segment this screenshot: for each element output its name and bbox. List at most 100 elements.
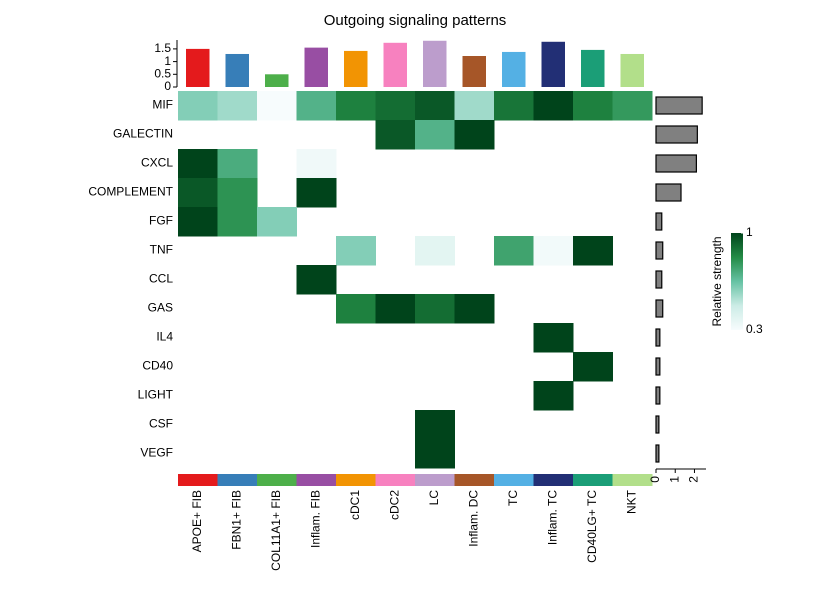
- heatmap-cell: [533, 236, 574, 266]
- top-bar: [581, 49, 605, 87]
- column-color: [494, 474, 534, 486]
- color-bar: [731, 233, 743, 330]
- right-bar: [655, 241, 664, 260]
- right-bar: [655, 212, 663, 231]
- column-color: [375, 474, 416, 486]
- right-bar: [655, 415, 660, 434]
- heatmap-cell: [257, 207, 297, 237]
- right-bar: [655, 444, 660, 463]
- row-label: FGF: [149, 214, 173, 228]
- heatmap-cell: [217, 207, 258, 237]
- heatmap-cell: [257, 91, 297, 121]
- row-label: VEGF: [140, 446, 173, 460]
- heatmap-cell: [454, 294, 495, 324]
- column-color: [454, 474, 495, 486]
- row-label: CD40: [142, 359, 173, 373]
- column-color: [612, 474, 653, 486]
- column-label: APOE+ FIB: [190, 490, 204, 552]
- right-bar: [655, 154, 697, 173]
- right-bar: [655, 125, 698, 144]
- row-label: MIF: [152, 98, 173, 112]
- column-label: Inflam. DC: [466, 490, 480, 547]
- row-label: GAS: [148, 301, 173, 315]
- heatmap-cell: [494, 236, 534, 266]
- column-label: LC: [427, 490, 441, 506]
- top-bar: [304, 47, 328, 87]
- column-label: COL11A1+ FIB: [269, 490, 283, 571]
- heatmap-cell: [415, 236, 455, 266]
- top-tick-label: 1: [164, 54, 171, 68]
- top-bar: [265, 74, 289, 87]
- column-color: [533, 474, 574, 486]
- top-bar: [541, 41, 565, 87]
- column-label: cDC1: [348, 490, 362, 520]
- top-tick-label: 0.5: [154, 66, 171, 80]
- legend-tick-label: 0.3: [746, 322, 763, 336]
- top-tick-label: 1.5: [154, 41, 171, 55]
- column-label: FBN1+ FIB: [229, 490, 243, 550]
- column-color: [178, 474, 218, 486]
- heatmap-cell: [494, 91, 534, 121]
- heatmap-cell: [573, 352, 613, 382]
- heatmap-cell: [296, 91, 337, 121]
- column-color: [573, 474, 613, 486]
- top-bar: [502, 51, 526, 87]
- heatmap-cell: [533, 323, 574, 353]
- heatmap-cell: [336, 91, 376, 121]
- heatmap-cell: [217, 149, 258, 179]
- row-label: CCL: [149, 272, 173, 286]
- column-label: CD40LG+ TC: [585, 490, 599, 563]
- right-tick-label: 1: [667, 476, 681, 483]
- chart-title: Outgoing signaling patterns: [324, 12, 507, 29]
- column-color: [415, 474, 455, 486]
- row-label: TNF: [150, 243, 173, 257]
- heatmap-cell: [573, 91, 613, 121]
- column-color: [217, 474, 258, 486]
- row-label: LIGHT: [138, 388, 174, 402]
- legend-title: Relative strength: [710, 236, 724, 326]
- column-label: NKT: [624, 489, 638, 514]
- heatmap-cell: [178, 91, 218, 121]
- right-tick-label: 2: [687, 476, 701, 483]
- row-label: COMPLEMENT: [88, 185, 173, 199]
- heatmap-cell: [336, 236, 376, 266]
- top-bar: [344, 50, 368, 87]
- row-label: IL4: [156, 330, 173, 344]
- right-bar: [655, 183, 682, 202]
- heatmap-cell: [217, 178, 258, 208]
- heatmap-cell: [375, 120, 416, 150]
- heatmap-cell: [375, 91, 416, 121]
- heatmap-cell: [415, 120, 455, 150]
- right-tick-label: 0: [648, 476, 662, 483]
- top-bar: [423, 40, 447, 87]
- row-label: CSF: [149, 417, 173, 431]
- right-bar: [655, 96, 703, 115]
- column-color: [296, 474, 337, 486]
- heatmap-cell: [375, 294, 416, 324]
- column-label: cDC2: [387, 490, 401, 520]
- right-bar: [655, 299, 664, 318]
- right-bar: [655, 270, 663, 289]
- heatmap-cell: [178, 207, 218, 237]
- heatmap-cell: [415, 294, 455, 324]
- column-label: Inflam. FIB: [308, 490, 322, 548]
- heatmap-cell: [533, 91, 574, 121]
- heatmap-cell: [415, 439, 455, 469]
- heatmap-cell: [573, 236, 613, 266]
- heatmap-cell: [415, 91, 455, 121]
- right-bar: [655, 357, 661, 376]
- heatmap-cell: [217, 91, 258, 121]
- row-label: GALECTIN: [113, 127, 173, 141]
- top-bar: [620, 53, 644, 87]
- heatmap-cell: [296, 178, 337, 208]
- top-bar: [383, 42, 407, 87]
- column-label: Inflam. TC: [545, 490, 559, 545]
- heatmap-cell: [454, 120, 495, 150]
- column-label: TC: [506, 490, 520, 506]
- heatmap-cell: [415, 410, 455, 440]
- heatmap-cell: [296, 265, 337, 295]
- column-color: [336, 474, 376, 486]
- top-bar: [186, 48, 210, 87]
- top-bar: [225, 53, 249, 87]
